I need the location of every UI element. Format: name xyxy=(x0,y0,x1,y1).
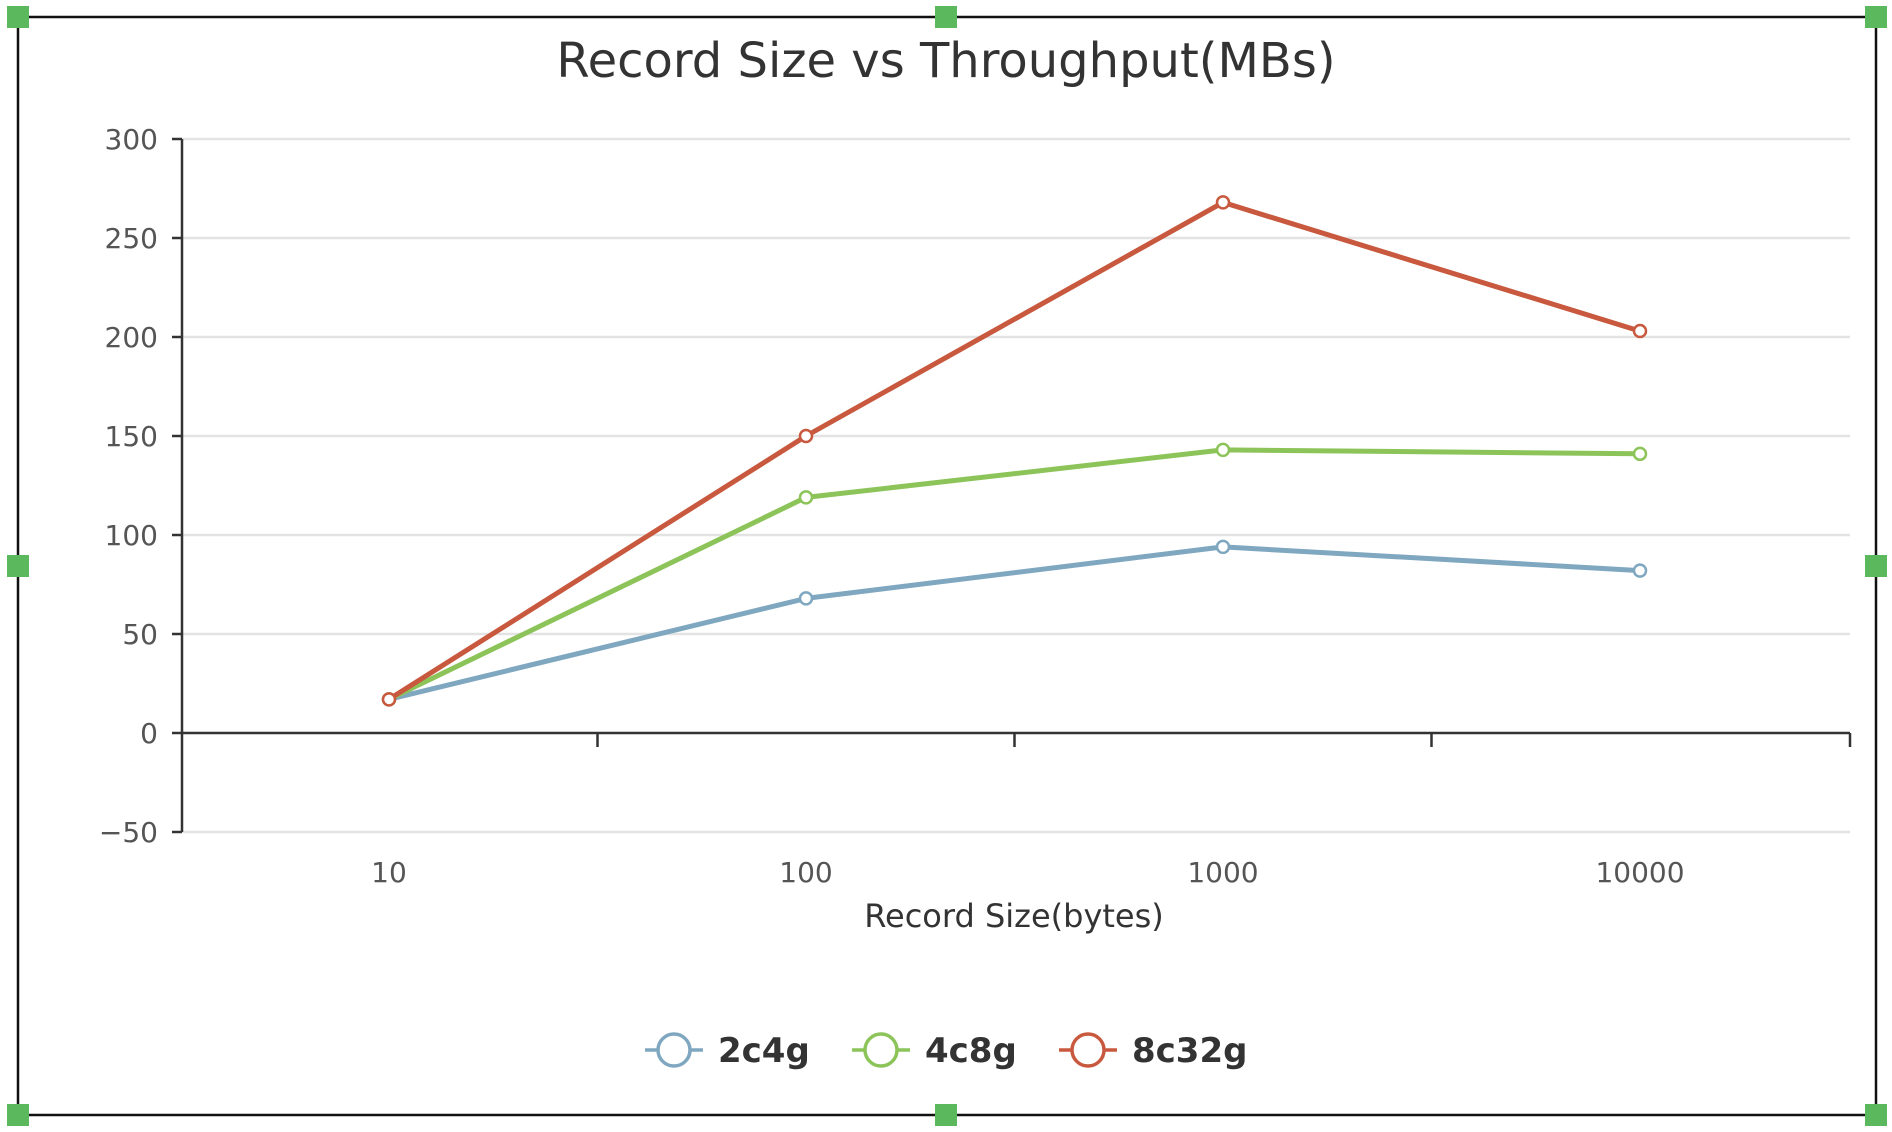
resize-handle[interactable] xyxy=(1865,6,1887,28)
resize-handle[interactable] xyxy=(7,6,29,28)
data-point xyxy=(1215,539,1231,555)
series-2c4g xyxy=(381,539,1648,707)
x-axis-title: Record Size(bytes) xyxy=(864,897,1164,935)
data-point xyxy=(1632,563,1648,578)
resize-handle[interactable] xyxy=(7,1104,29,1126)
y-tick-label: 250 xyxy=(105,222,158,255)
x-tick-label: 10000 xyxy=(1595,856,1684,889)
resize-handle[interactable] xyxy=(935,1104,957,1126)
chart-title: Record Size vs Throughput(MBs) xyxy=(556,33,1335,89)
series-line xyxy=(387,199,1641,702)
data-point xyxy=(1632,323,1648,339)
series-line xyxy=(388,544,1641,702)
legend-marker xyxy=(1070,1032,1106,1068)
resize-handle[interactable] xyxy=(7,555,29,577)
y-tick-label: 150 xyxy=(105,420,158,453)
resize-handle[interactable] xyxy=(1865,1104,1887,1126)
series-lines xyxy=(381,195,1648,707)
legend-label: 8c32g xyxy=(1132,1031,1247,1071)
data-point xyxy=(798,428,814,444)
y-tick-label: 50 xyxy=(122,618,158,651)
grid-lines xyxy=(182,137,1850,834)
resize-handles xyxy=(7,6,1887,1126)
y-tick-label: 200 xyxy=(105,321,158,354)
y-tick-label: 0 xyxy=(140,717,158,750)
data-point xyxy=(381,692,397,707)
series-line xyxy=(387,447,1641,702)
legend-label: 4c8g xyxy=(925,1031,1017,1071)
legend-marker xyxy=(656,1032,692,1068)
resize-handle[interactable] xyxy=(935,6,957,28)
y-axis: −50 0 50 100 150 200 250 300 xyxy=(99,123,184,849)
legend-marker xyxy=(863,1032,899,1068)
y-tick-label: 100 xyxy=(105,519,158,552)
legend: 2c4g 4c8g 8c32g xyxy=(645,1031,1247,1071)
series-8c32g xyxy=(381,195,1648,707)
legend-item-4c8g[interactable]: 4c8g xyxy=(852,1031,1017,1071)
data-point xyxy=(1632,446,1648,462)
legend-item-8c32g[interactable]: 8c32g xyxy=(1059,1031,1247,1071)
data-point xyxy=(798,591,814,606)
data-point xyxy=(798,490,814,505)
x-tick-label: 10 xyxy=(371,856,407,889)
legend-label: 2c4g xyxy=(718,1031,810,1071)
x-tick-label: 100 xyxy=(779,856,832,889)
x-axis: 10 100 1000 10000 xyxy=(182,731,1852,889)
x-tick-label: 1000 xyxy=(1187,856,1258,889)
data-point xyxy=(1215,195,1231,210)
resize-handle[interactable] xyxy=(1865,555,1887,577)
y-tick-label: −50 xyxy=(99,816,158,849)
data-point xyxy=(1215,442,1231,458)
y-tick-label: 300 xyxy=(105,123,158,156)
legend-item-2c4g[interactable]: 2c4g xyxy=(645,1031,810,1071)
